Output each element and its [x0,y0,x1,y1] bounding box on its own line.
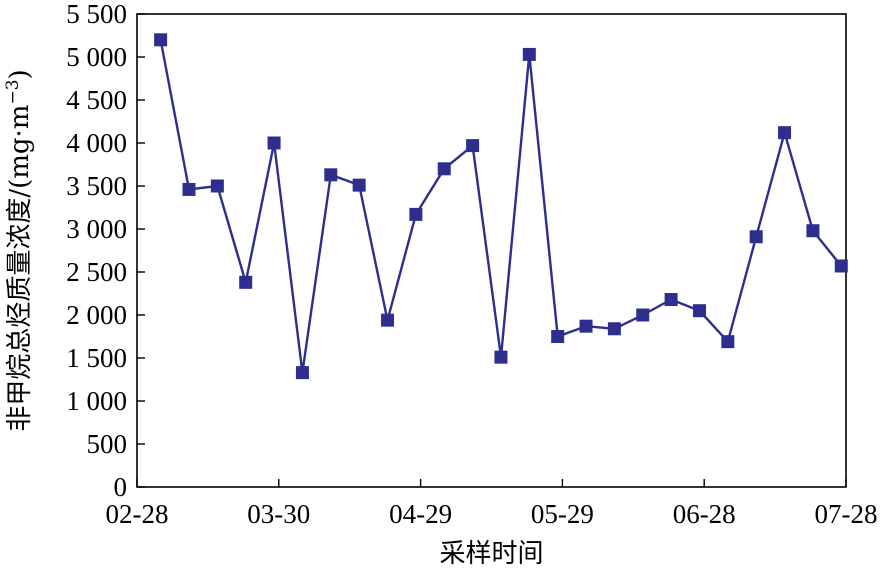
data-point [551,330,565,343]
x-tick-label: 02-28 [106,499,169,529]
data-point [664,293,678,307]
data-point [749,230,763,244]
data-point [806,224,820,238]
data-point [295,366,309,380]
y-tick-label: 0 [114,472,128,502]
x-tick-label: 05-29 [531,499,594,529]
data-point [834,259,848,273]
y-axis-title: 非甲烷总烃质量浓度/(mg·m−3) [3,69,35,431]
y-tick-label: 3 000 [66,214,127,244]
x-tick-label: 07-28 [815,499,878,529]
y-tick-label: 1 000 [66,386,127,416]
y-axis: 0 500 1 000 1 500 2 000 2 500 3 000 3 500 4 000 4… [66,0,145,502]
data-point [692,304,706,318]
data-point [239,275,253,289]
y-axis-title-close: ) [5,69,35,79]
data-point [466,139,480,153]
y-tick-label: 2 000 [66,300,127,330]
data-point [381,313,395,327]
data-point [154,33,168,47]
x-tick-label: 06-28 [673,499,736,529]
data-point [324,168,338,182]
data-point [579,319,593,333]
data-point [182,182,196,196]
y-tick-label: 5 000 [66,42,127,72]
y-tick-label: 3 500 [66,171,127,201]
y-axis-title-superscript: −3 [3,79,23,104]
plot-frame [136,13,847,488]
y-axis-title-main: 非甲烷总烃质量浓度/(mg·m [5,105,35,432]
data-point [437,162,451,176]
data-point [352,178,366,192]
data-point [778,126,792,140]
series-layer [154,33,848,380]
data-point [267,136,281,150]
series-line [159,39,843,374]
x-axis: 02-28 03-30 04-29 05-29 06-28 07-28 [106,479,878,529]
y-tick-label: 1 500 [66,343,127,373]
data-point [607,322,621,336]
x-tick-label: 03-30 [247,499,310,529]
y-tick-label: 5 500 [66,0,127,29]
data-point [636,308,650,322]
data-point [409,207,423,221]
y-tick-label: 4 500 [66,85,127,115]
y-tick-label: 4 000 [66,128,127,158]
data-point [494,350,508,364]
y-tick-label: 500 [87,429,128,459]
y-tick-label: 2 500 [66,257,127,287]
data-point [721,335,735,349]
data-point [522,47,536,61]
x-tick-label: 04-29 [389,499,452,529]
data-point [210,179,224,193]
x-axis-title: 采样时间 [439,539,543,568]
